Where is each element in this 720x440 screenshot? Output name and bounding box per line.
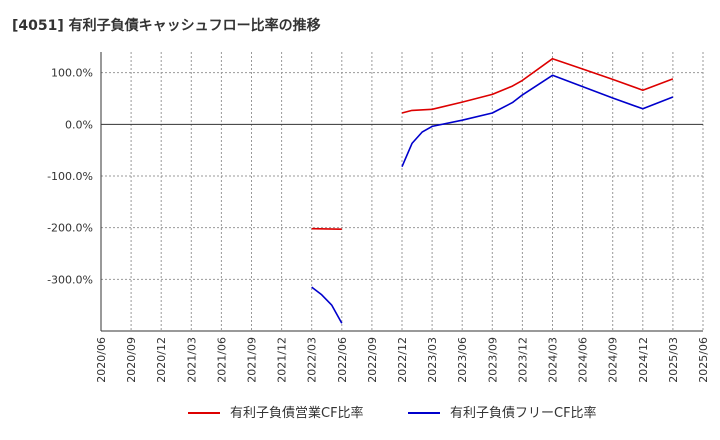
x-tick-label: 2020/06: [95, 337, 108, 383]
series-line-2: [401, 74, 674, 168]
x-tick-label: 2024/12: [637, 337, 650, 383]
x-tick-label: 2022/12: [396, 337, 409, 383]
y-tick-label: 0.0%: [65, 118, 93, 131]
y-tick-label: 100.0%: [51, 67, 93, 80]
legend-label-2: 有利子負債フリーCF比率: [450, 405, 597, 421]
y-tick-label: -300.0%: [47, 273, 93, 286]
x-tick-label: 2020/09: [125, 337, 138, 383]
x-tick-label: 2021/12: [276, 337, 289, 383]
legend-label-1: 有利子負債営業CF比率: [230, 405, 364, 421]
series-line-1: [311, 227, 342, 230]
x-tick-label: 2024/06: [577, 337, 590, 383]
chart-title: [4051] 有利子負債キャッシュフロー比率の推移: [12, 17, 321, 34]
x-tick-label: 2024/09: [607, 337, 620, 383]
y-tick-label: -100.0%: [47, 170, 93, 183]
series-line-1: [401, 57, 674, 114]
x-tick-label: 2023/12: [516, 337, 529, 383]
legend: 有利子負債営業CF比率 有利子負債フリーCF比率: [188, 405, 597, 421]
x-tick-label: 2020/12: [155, 337, 168, 383]
x-tick-label: 2024/03: [547, 337, 560, 383]
x-tick-label: 2022/03: [306, 337, 319, 383]
x-tick-label: 2025/03: [667, 337, 680, 383]
x-tick-label: 2022/06: [336, 337, 349, 383]
x-tick-label: 2023/06: [456, 337, 469, 383]
plot-area: 100.0% 0.0% -100.0% -200.0% -300.0% 2020/06 20…: [47, 52, 710, 383]
x-tick-label: 2021/06: [215, 337, 228, 383]
x-tick-label: 2022/09: [366, 337, 379, 383]
x-tick-label: 2023/09: [486, 337, 499, 383]
x-tick-label: 2021/03: [185, 337, 198, 383]
x-tick-label: 2025/06: [697, 337, 710, 383]
x-tick-label: 2023/03: [426, 337, 439, 383]
x-tick-label: 2021/09: [246, 337, 259, 383]
y-tick-label: -200.0%: [47, 222, 93, 235]
series-line-2: [311, 286, 343, 324]
